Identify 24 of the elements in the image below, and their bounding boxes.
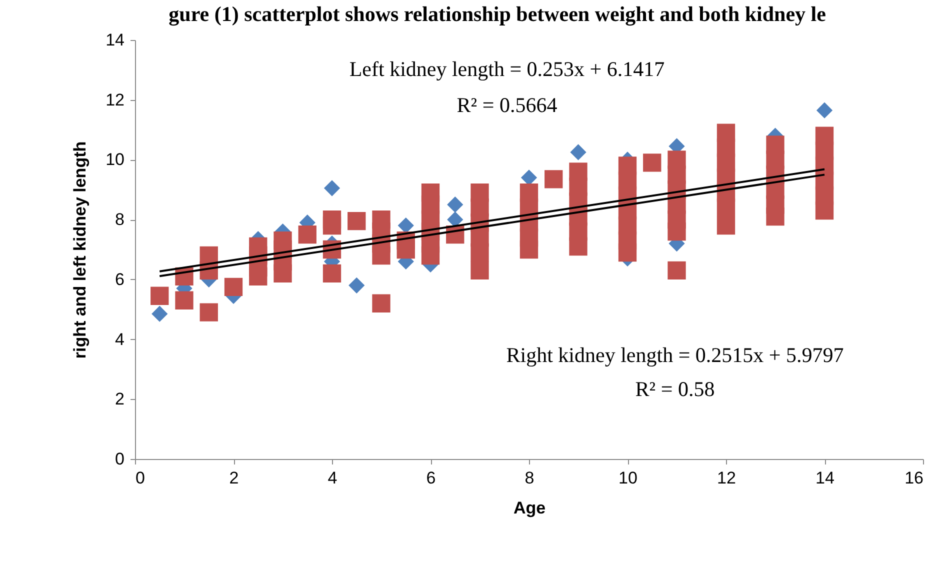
x-axis-title: Age: [513, 498, 546, 518]
y-axis-title: right and left kidney length: [70, 141, 90, 359]
y-tick-label: 12: [106, 90, 124, 110]
x-tick-label: 6: [426, 468, 436, 488]
y-tick-label: 2: [115, 390, 124, 409]
annotation: Right kidney length = 0.2515x + 5.9797: [506, 343, 844, 367]
x-tick-label: 16: [904, 468, 924, 488]
x-tick-label: 8: [524, 468, 534, 488]
x-tick-label: 14: [816, 468, 834, 488]
y-tick-label: 4: [115, 330, 124, 349]
annotation: R² = 0.58: [635, 377, 715, 401]
y-tick-label: 10: [106, 150, 124, 170]
x-tick-label: 10: [618, 468, 638, 488]
annotation: Left kidney length = 0.253x + 6.1417: [349, 57, 665, 81]
x-tick-label: 0: [136, 468, 145, 488]
y-tick-label: 6: [115, 270, 124, 289]
x-tick-label: 2: [229, 468, 239, 488]
x-tick-label: 4: [328, 468, 338, 488]
x-tick-label: 12: [717, 468, 736, 488]
y-tick-label: 14: [106, 30, 124, 50]
chart-title: gure (1) scatterplot shows relationship between weight and both kidney le: [168, 2, 826, 26]
y-tick-label: 8: [115, 210, 124, 230]
y-tick-label: 0: [115, 450, 124, 468]
annotation: R² = 0.5664: [456, 93, 558, 117]
